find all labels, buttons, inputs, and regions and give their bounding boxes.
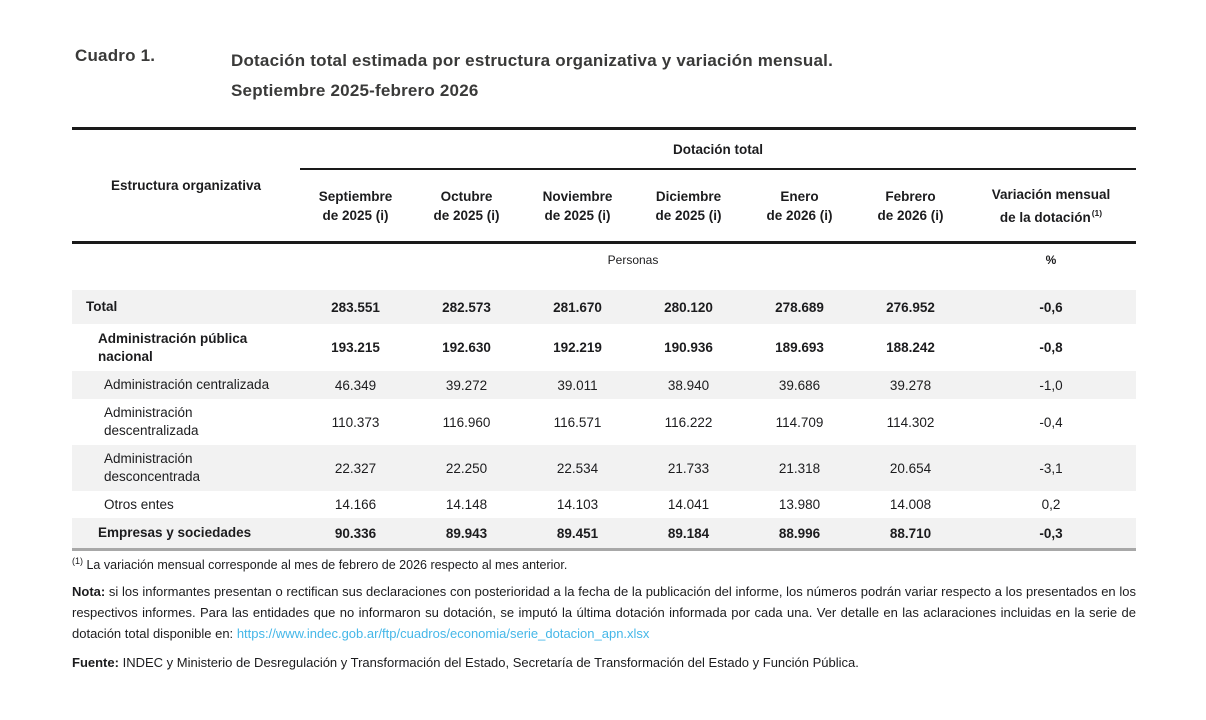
nota-paragraph: Nota: si los informantes presentan o rec… — [72, 581, 1136, 644]
cell-value: 192.219 — [553, 340, 602, 355]
cell-value: 278.689 — [775, 299, 824, 315]
cell-variation: -0,4 — [1039, 414, 1063, 430]
title-line-2: Septiembre 2025-febrero 2026 — [231, 81, 479, 100]
cell-value: 46.349 — [334, 377, 377, 393]
row-label: Administración centralizada — [104, 377, 270, 392]
footnote-1: (1) La variación mensual corresponde al … — [72, 556, 1136, 572]
row-label: Administración desconcentrada — [104, 451, 201, 484]
cell-value: 114.302 — [886, 414, 935, 430]
header-estructura-organizativa: Estructura organizativa — [110, 178, 262, 193]
cell-value: 89.943 — [445, 525, 488, 541]
table-row-administracion-centralizada: Administración centralizada 46.349 39.27… — [72, 371, 1136, 399]
table-number: Cuadro 1. — [75, 46, 156, 65]
cell-value: 14.103 — [556, 497, 599, 512]
table-body: Total 283.551 282.573 281.670 280.120 27… — [72, 290, 1136, 551]
cell-value: 192.630 — [442, 340, 491, 355]
table-row-administracion-desconcentrada: Administración desconcentrada 22.327 22.… — [72, 445, 1136, 491]
header-octubre: Octubre de 2025 (i) — [433, 188, 500, 223]
cell-variation: -0,6 — [1039, 299, 1063, 315]
fuente-text: INDEC y Ministerio de Desregulación y Tr… — [122, 655, 859, 670]
table-row-otros-entes: Otros entes 14.166 14.148 14.103 14.041 … — [72, 491, 1136, 518]
cell-value: 39.011 — [557, 377, 598, 393]
cell-variation: -1,0 — [1039, 377, 1063, 393]
cell-value: 276.952 — [886, 299, 935, 315]
footnote-ref-icon: (1) — [1091, 207, 1103, 218]
cell-value: 89.451 — [556, 525, 599, 541]
fuente-line: Fuente: INDEC y Ministerio de Desregulac… — [72, 655, 1136, 670]
cell-value: 22.534 — [556, 460, 599, 476]
cell-value: 14.041 — [667, 497, 710, 512]
cell-value: 88.710 — [889, 525, 932, 541]
cell-variation: -0,8 — [1039, 340, 1063, 355]
cell-value: 282.573 — [442, 299, 491, 315]
cell-value: 189.693 — [775, 340, 824, 355]
table-row-total: Total 283.551 282.573 281.670 280.120 27… — [72, 290, 1136, 324]
cell-value: 116.571 — [553, 414, 602, 430]
cell-value: 88.996 — [778, 525, 821, 541]
row-label: Administración descentralizada — [104, 405, 199, 438]
nota-label: Nota: — [72, 584, 106, 599]
cell-value: 190.936 — [664, 340, 713, 355]
cell-value: 22.327 — [334, 460, 377, 476]
row-label: Empresas y sociedades — [98, 525, 252, 540]
cell-value: 114.709 — [775, 414, 824, 430]
cell-value: 39.272 — [445, 377, 488, 393]
cell-value: 281.670 — [553, 299, 602, 315]
dotacion-xlsx-link[interactable]: https://www.indec.gob.ar/ftp/cuadros/eco… — [236, 626, 650, 641]
table-row-empresas-y-sociedades: Empresas y sociedades 90.336 89.943 89.4… — [72, 518, 1136, 548]
table-row-administracion-publica-nacional: Administración pública nacional 193.215 … — [72, 324, 1136, 371]
dotacion-table: Estructura organizativa Dotación total S… — [72, 127, 1136, 551]
cell-value: 90.336 — [334, 525, 377, 541]
notes-section: (1) La variación mensual corresponde al … — [72, 556, 1136, 670]
header-dotacion-total: Dotación total — [300, 130, 1136, 170]
cell-variation: -3,1 — [1039, 460, 1063, 476]
cell-value: 22.250 — [445, 460, 488, 476]
title-line-1: Dotación total estimada por estructura o… — [231, 51, 834, 70]
header-variacion-mensual: Variación mensual de la dotación(1) — [991, 186, 1111, 225]
cell-variation: -0,3 — [1039, 525, 1063, 541]
nota-text: si los informantes presentan o rectifica… — [72, 584, 1136, 641]
cell-value: 193.215 — [331, 340, 380, 355]
cell-value: 116.960 — [442, 414, 491, 430]
table-title: Cuadro 1. Dotación total estimada por es… — [75, 46, 1135, 106]
header-septiembre: Septiembre de 2025 (i) — [318, 188, 393, 223]
footnote-1-text: La variación mensual corresponde al mes … — [86, 558, 568, 572]
cell-value: 20.654 — [889, 460, 932, 476]
row-label: Otros entes — [104, 496, 174, 512]
cell-value: 116.222 — [664, 414, 713, 430]
cell-value: 14.008 — [889, 497, 932, 512]
cell-value: 89.184 — [667, 525, 710, 541]
cell-value: 14.148 — [445, 497, 488, 512]
cell-variation: 0,2 — [1041, 497, 1061, 512]
unit-personas: Personas — [607, 253, 659, 267]
cell-value: 39.686 — [778, 377, 821, 393]
header-enero: Enero de 2026 (i) — [766, 188, 833, 223]
fuente-label: Fuente: — [72, 655, 119, 670]
cell-value: 39.278 — [889, 377, 932, 393]
table-header: Estructura organizativa Dotación total S… — [72, 127, 1136, 244]
header-diciembre: Diciembre de 2025 (i) — [655, 188, 722, 223]
cell-value: 188.242 — [886, 340, 935, 355]
cell-value: 283.551 — [331, 299, 380, 315]
cell-value: 21.733 — [667, 460, 710, 476]
row-label: Administración pública nacional — [98, 330, 248, 364]
unit-percent: % — [1045, 253, 1057, 267]
units-row: Personas % — [72, 244, 1136, 290]
header-febrero: Febrero de 2026 (i) — [877, 188, 944, 223]
cell-value: 280.120 — [664, 299, 713, 315]
cell-value: 13.980 — [778, 497, 821, 512]
header-noviembre: Noviembre de 2025 (i) — [542, 188, 613, 223]
table-row-administracion-descentralizada: Administración descentralizada 110.373 1… — [72, 399, 1136, 445]
footnote-1-marker: (1) — [72, 556, 83, 566]
cell-value: 14.166 — [334, 497, 377, 512]
row-label: Total — [86, 299, 118, 314]
table-title-text: Dotación total estimada por estructura o… — [231, 46, 833, 106]
cell-value: 38.940 — [667, 377, 710, 393]
cell-value: 110.373 — [331, 414, 380, 430]
cell-value: 21.318 — [778, 460, 821, 476]
